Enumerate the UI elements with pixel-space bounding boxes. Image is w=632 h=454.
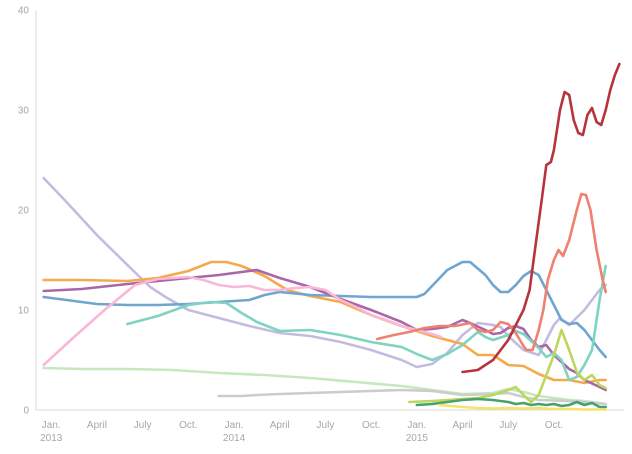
x-tick-label: Oct. <box>179 420 197 431</box>
x-tick-label: Jan. <box>42 420 61 431</box>
y-tick-label: 20 <box>18 206 30 217</box>
series-lines <box>42 62 621 411</box>
series-line-9 <box>375 192 608 352</box>
series-line-8 <box>217 388 608 406</box>
x-tick-label: April <box>270 420 290 431</box>
x-tick-label: July <box>499 420 517 431</box>
series-line-4 <box>42 268 608 392</box>
series-line-6 <box>126 264 608 382</box>
x-tick-year-label: 2013 <box>40 433 63 444</box>
series-line-12 <box>415 397 608 409</box>
series-line-10 <box>461 62 621 374</box>
x-tick-label: Oct. <box>545 420 563 431</box>
chart-axes <box>35 10 624 411</box>
series-line-5 <box>42 275 443 367</box>
series-line-1 <box>42 176 608 369</box>
x-tick-label: April <box>453 420 473 431</box>
y-tick-label: 40 <box>18 6 30 17</box>
y-tick-label: 30 <box>18 106 30 117</box>
series-line-7 <box>42 366 608 406</box>
x-tick-label: April <box>87 420 107 431</box>
x-tick-label: Jan. <box>225 420 244 431</box>
x-tick-year-label: 2015 <box>406 433 429 444</box>
series-line-13 <box>438 403 608 411</box>
y-tick-label: 10 <box>18 306 30 317</box>
x-tick-label: Jan. <box>407 420 426 431</box>
x-tick-year-label: 2014 <box>223 433 246 444</box>
x-tick-label: July <box>134 420 152 431</box>
x-tick-labels: Jan. 2013 April July Oct. Jan. 2014 April July Oc… <box>40 420 563 444</box>
x-tick-label: Oct. <box>362 420 380 431</box>
y-tick-label: 0 <box>23 406 29 417</box>
x-tick-label: July <box>317 420 335 431</box>
y-tick-labels: 0 10 20 30 40 <box>18 6 30 417</box>
